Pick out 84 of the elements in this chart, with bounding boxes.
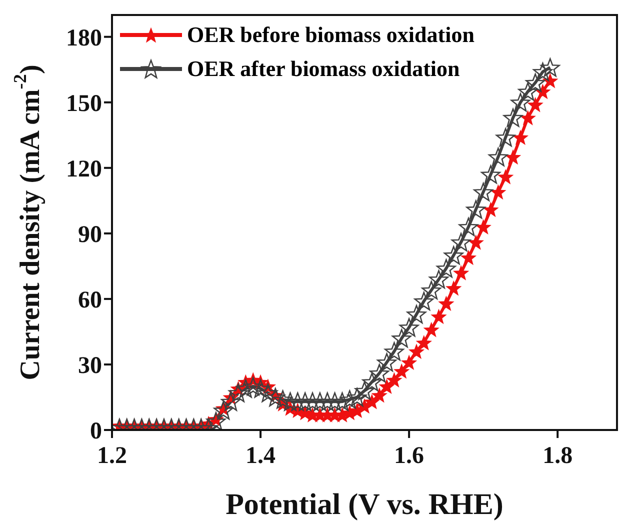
point (400, 354, 418, 370)
point (273, 390, 292, 409)
point (430, 308, 447, 324)
point (482, 202, 499, 218)
point (295, 392, 315, 411)
point (533, 62, 552, 82)
y-tick-label: 60 (78, 287, 102, 314)
point (512, 130, 529, 145)
point (475, 219, 492, 235)
point (474, 182, 494, 202)
point (302, 392, 322, 411)
point (436, 259, 456, 278)
x-tick-label: 1.6 (394, 443, 424, 470)
point (429, 270, 448, 289)
point (288, 392, 308, 411)
point (318, 392, 338, 411)
point (503, 108, 523, 127)
point (452, 265, 470, 280)
point (542, 72, 558, 88)
x-tick-label: 1.2 (97, 443, 127, 470)
point (446, 280, 462, 296)
point (310, 392, 330, 411)
point (518, 82, 538, 101)
point (423, 322, 440, 338)
point (394, 363, 410, 379)
point (364, 394, 380, 410)
point (481, 165, 500, 184)
point (243, 377, 263, 396)
point (378, 378, 395, 394)
point (399, 318, 419, 337)
point (236, 379, 256, 398)
point (206, 412, 226, 430)
point (377, 353, 396, 372)
point (527, 96, 544, 112)
point (488, 148, 508, 166)
point (416, 334, 432, 350)
point (510, 93, 530, 112)
legend-label: OER before biomass oxidation (187, 22, 474, 48)
y-tick-label: 180 (66, 25, 102, 52)
point (325, 392, 344, 411)
point (451, 232, 471, 252)
point (392, 329, 412, 348)
point (370, 364, 390, 382)
point (332, 392, 352, 411)
point (258, 384, 278, 402)
point (490, 184, 506, 200)
point (496, 128, 516, 147)
point (520, 110, 536, 126)
x-tick-label: 1.4 (246, 443, 276, 470)
y-tick-label: 90 (78, 222, 102, 248)
point (498, 168, 514, 184)
point (540, 58, 560, 77)
point (384, 342, 404, 361)
point (354, 381, 374, 400)
y-tick-label: 30 (78, 352, 102, 379)
point (460, 250, 477, 266)
point (408, 344, 425, 360)
x-axis-title: Potential (V vs. RHE) (226, 488, 504, 521)
point (266, 388, 286, 406)
point (221, 392, 241, 411)
point (466, 200, 486, 219)
point (280, 392, 300, 411)
point (362, 372, 382, 392)
point (504, 149, 522, 165)
point (214, 401, 234, 420)
y-tick-label: 120 (66, 156, 102, 182)
point (438, 296, 454, 311)
point (444, 246, 464, 265)
point (386, 372, 402, 388)
y-tick-label: 0 (90, 418, 102, 445)
point (228, 384, 248, 402)
y-tick-label: 150 (66, 90, 102, 117)
legend-label: OER after biomass oxidation (187, 56, 460, 82)
point (414, 292, 434, 310)
point (526, 73, 545, 92)
point (371, 387, 388, 403)
point (468, 234, 484, 250)
point (458, 218, 478, 236)
point (250, 379, 270, 398)
point (347, 388, 367, 406)
x-tick-label: 1.8 (542, 443, 573, 470)
point (340, 390, 360, 409)
point (422, 280, 442, 300)
point (406, 304, 426, 324)
